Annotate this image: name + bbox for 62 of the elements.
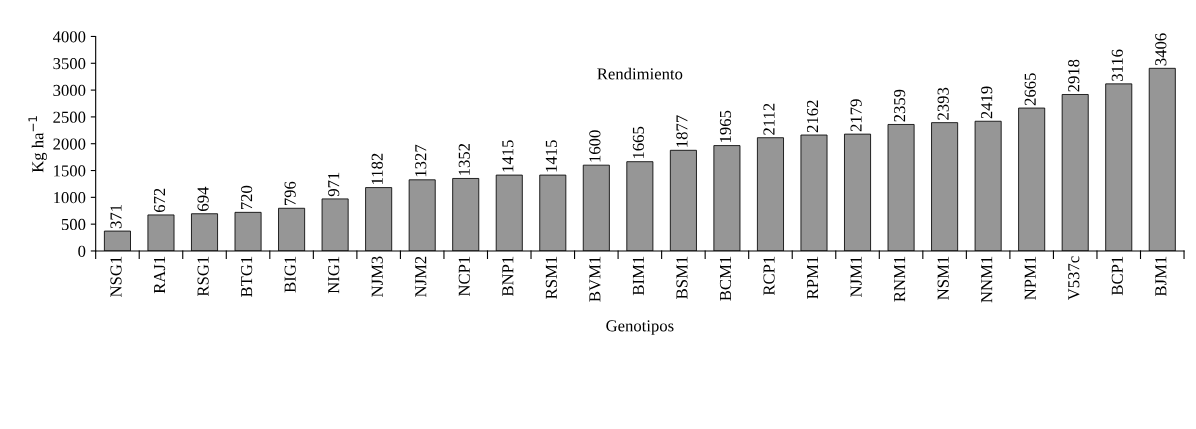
x-tick-label: BNP1 [502,256,514,297]
data-label: 1600 [589,130,601,162]
x-tick-label: V537c [1068,256,1080,301]
y-tick-label: 4000 [52,31,86,43]
x-tick-label: RPM1 [807,256,819,299]
x-tick-label: BJM1 [1155,256,1167,297]
x-tick-label: NIG1 [328,256,340,294]
x-tick-label: BIG1 [284,256,296,293]
x-tick-label: NCP1 [458,256,470,297]
x-tick-label: RAJ1 [153,256,166,294]
data-label: 1415 [545,140,557,172]
data-label: 3116 [1111,49,1123,81]
x-tick-label: NJM1 [850,256,862,298]
y-tick-label: 500 [61,218,86,231]
data-label: 1352 [458,143,470,175]
x-tick-label: NSM1 [937,256,949,300]
y-tick-label: 2500 [53,111,86,123]
x-tick-label: BIM1 [632,256,644,296]
x-tick-label: RSM1 [545,256,557,299]
data-label: 720 [240,185,253,210]
y-tick-label: 1500 [54,165,86,177]
data-label: 2393 [937,87,949,120]
data-label: 1327 [415,144,427,177]
data-label: 672 [153,188,166,213]
data-label: 2665 [1024,73,1036,106]
x-tick-label: RSG1 [197,256,209,297]
x-axis-title: Genotipos [606,320,674,335]
data-label: 2359 [894,89,906,122]
y-tick-label: 0 [78,245,86,257]
data-label: 2179 [850,99,862,132]
x-tick-label: RNM1 [894,256,906,302]
x-tick-label: BCP1 [1111,256,1123,296]
x-tick-label: NSG1 [110,256,122,298]
data-label: 694 [197,186,209,211]
data-label: 2162 [806,100,819,133]
data-label: 1877 [676,115,688,147]
data-label: 1182 [371,153,383,184]
x-tick-label: NJM3 [371,256,383,298]
data-label: 1415 [502,140,514,172]
y-tick-label: 1000 [54,192,86,204]
data-label: 971 [328,172,340,197]
y-tick-label: 3000 [53,84,86,97]
x-tick-label: BSM1 [676,256,688,299]
data-label: 2112 [763,103,775,135]
y-axis-title: Kg ha$^{−1}$ [28,116,47,173]
y-tick-label: 3500 [53,57,86,70]
data-label: 796 [284,181,296,206]
x-tick-label: NJM2 [415,256,427,298]
data-label: 2918 [1068,59,1080,92]
data-label: 3406 [1155,33,1167,66]
y-tick-label: 2000 [53,138,86,150]
data-label: 2419 [981,86,993,119]
x-tick-label: NPM1 [1024,256,1036,300]
data-label: 1665 [632,126,645,159]
x-tick-label: NNM1 [981,256,993,303]
data-label: 1965 [719,110,732,142]
x-tick-label: BCM1 [719,256,732,301]
text: Rendimiento [597,67,683,80]
x-tick-label: BTG1 [241,256,253,298]
data-label: 371 [110,204,122,229]
x-tick-label: RCP1 [763,256,775,296]
x-tick-label: BVM1 [589,256,601,302]
